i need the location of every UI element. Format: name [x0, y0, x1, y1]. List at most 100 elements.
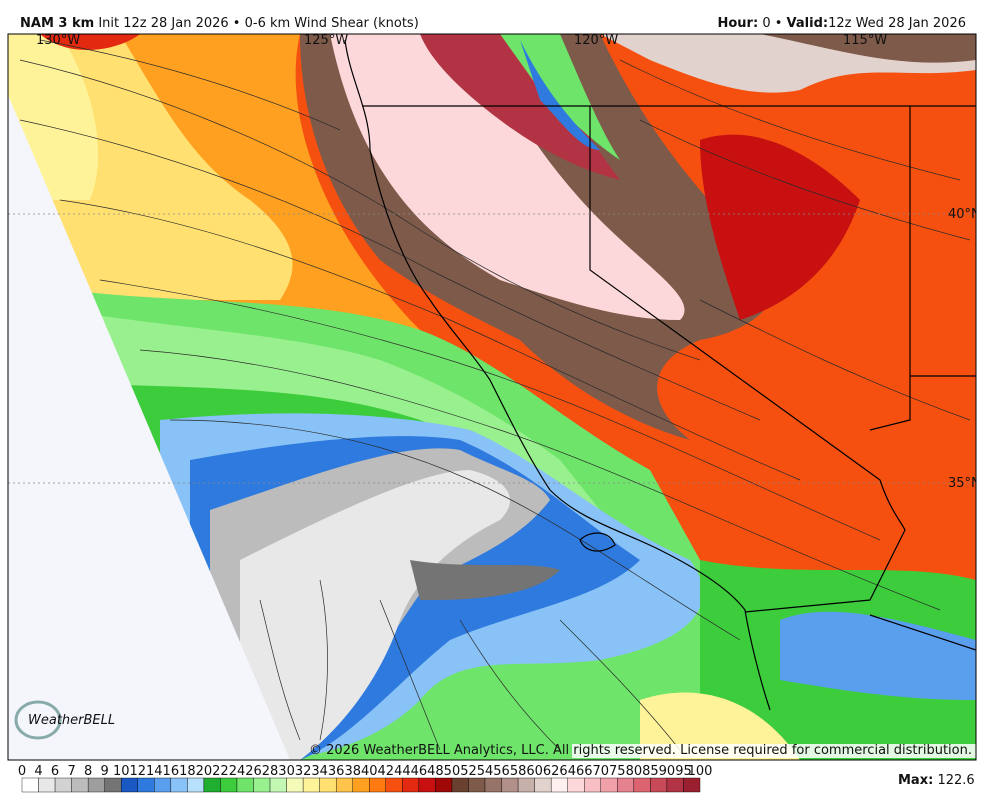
colorbar-label: 66 [576, 764, 593, 779]
colorbar-label: 56 [493, 764, 510, 779]
map-frame [7, 33, 977, 761]
colorbar-cell [286, 777, 304, 793]
field [640, 692, 800, 760]
lon-label: 120°W [574, 33, 618, 48]
logo-swirl [14, 700, 62, 740]
colorbar-label: 28 [262, 764, 279, 779]
colorbar-label: 90 [659, 764, 676, 779]
colorbar-cell [170, 777, 188, 793]
logo: WeatherBELL [28, 713, 115, 728]
field [240, 470, 510, 760]
valid: 12z Wed 28 Jan 2026 [828, 16, 966, 31]
colorbar: 0 4 6 7 8 9 10 12 14 16 18 20 22 24 26 28 30 32 34 36 38 40 42… [18, 764, 713, 793]
colorbar-label: 24 [229, 764, 246, 779]
lat-label: 40°N [948, 207, 981, 222]
field [760, 34, 976, 63]
colorbar-label: 26 [245, 764, 262, 779]
colorbar-label: 44 [394, 764, 411, 779]
no-data [8, 34, 290, 760]
colorbar-cell [385, 777, 403, 793]
colorbar-label: 14 [146, 764, 163, 779]
colorbar-label: 64 [559, 764, 576, 779]
colorbar-label: 30 [278, 764, 295, 779]
lon-label: 130°W [36, 33, 80, 48]
sep: • [775, 16, 783, 31]
lon-label: 115°W [843, 33, 887, 48]
field [700, 134, 860, 320]
colorbar-cell [54, 777, 72, 793]
colorbar-cell [418, 777, 436, 793]
colorbar-label: 0 [18, 764, 26, 779]
colorbar-label: 12 [129, 764, 146, 779]
colorbar-cell [220, 777, 238, 793]
colorbar-label: 22 [212, 764, 229, 779]
colorbar-cell [38, 777, 56, 793]
colorbar-cell [137, 777, 155, 793]
streamlines [19, 39, 971, 751]
colorbar-label: 7 [67, 764, 75, 779]
colorbar-label: 18 [179, 764, 196, 779]
colorbar-label: 16 [163, 764, 180, 779]
colorbar-cell [584, 777, 601, 793]
colorbar-label: 62 [543, 764, 560, 779]
colorbar-label: 34 [311, 764, 328, 779]
hour-label: Hour: [717, 16, 758, 31]
header-left: NAM 3 km Init 12z 28 Jan 2026 • 0-6 km W… [20, 16, 419, 31]
init: Init 12z 28 Jan 2026 [98, 16, 228, 31]
colorbar-label: 10 [113, 764, 130, 779]
colorbar-cell [203, 777, 221, 793]
colorbar-label: 20 [196, 764, 213, 779]
colorbar-cell [402, 777, 420, 793]
colorbar-cell [683, 777, 701, 793]
colorbar-label: 54 [477, 764, 494, 779]
colorbar-cell [451, 777, 469, 793]
colorbar-cell [633, 777, 651, 793]
colorbar-cell [468, 777, 486, 793]
colorbar-cell [87, 777, 105, 793]
colorbar-cell [21, 777, 39, 793]
model: NAM 3 km [20, 16, 94, 31]
colorbar-cell [236, 777, 254, 793]
lat-label: 35°N [948, 476, 981, 491]
colorbar-label: 9 [101, 764, 109, 779]
colorbar-cell [71, 777, 89, 793]
colorbar-cell [335, 777, 353, 793]
colorbar-label: 100 [688, 764, 713, 779]
colorbar-label: 4 [34, 764, 42, 779]
field [410, 560, 560, 600]
lon-label: 125°W [304, 33, 348, 48]
colorbar-label: 52 [460, 764, 477, 779]
colorbar-label: 6 [51, 764, 59, 779]
colorbar-label: 75 [609, 764, 626, 779]
hour: 0 [762, 16, 770, 31]
colorbar-label: 42 [378, 764, 395, 779]
max-value: 122.6 [937, 773, 974, 788]
colorbar-cell [650, 777, 668, 793]
colorbar-label: 70 [593, 764, 610, 779]
colorbar-cell [269, 777, 287, 793]
colorbar-cell [534, 777, 552, 793]
lon-labels: 130°W 125°W 120°W 115°W 40°N 35°N [36, 33, 981, 491]
max-label: Max: [898, 773, 933, 788]
field [420, 34, 620, 180]
colorbar-label: 85 [642, 764, 659, 779]
copyright: © 2026 WeatherBELL Analytics, LLC. All r… [309, 743, 972, 758]
colorbar-label: 46 [411, 764, 428, 779]
colorbar-cell [253, 777, 271, 793]
colorbar-label: 50 [444, 764, 461, 779]
colorbar-label: 8 [84, 764, 92, 779]
copyright-bg [572, 744, 976, 758]
colorbar-cell [501, 777, 519, 793]
colorbar-cell [617, 777, 635, 793]
colorbar-cell [517, 777, 535, 793]
colorbar-label: 58 [510, 764, 527, 779]
map: 130°W 125°W 120°W 115°W 40°N 35°N © 2026 Weat… [8, 33, 981, 760]
graticule [8, 213, 976, 484]
colorbar-label: 60 [526, 764, 543, 779]
max: Max: 122.6 [898, 773, 975, 788]
header-right: Hour: 0 • Valid:12z Wed 28 Jan 2026 [717, 16, 966, 31]
colorbar-label: 48 [427, 764, 444, 779]
valid-label: Valid: [787, 16, 829, 31]
colorbar-cell [369, 777, 387, 793]
